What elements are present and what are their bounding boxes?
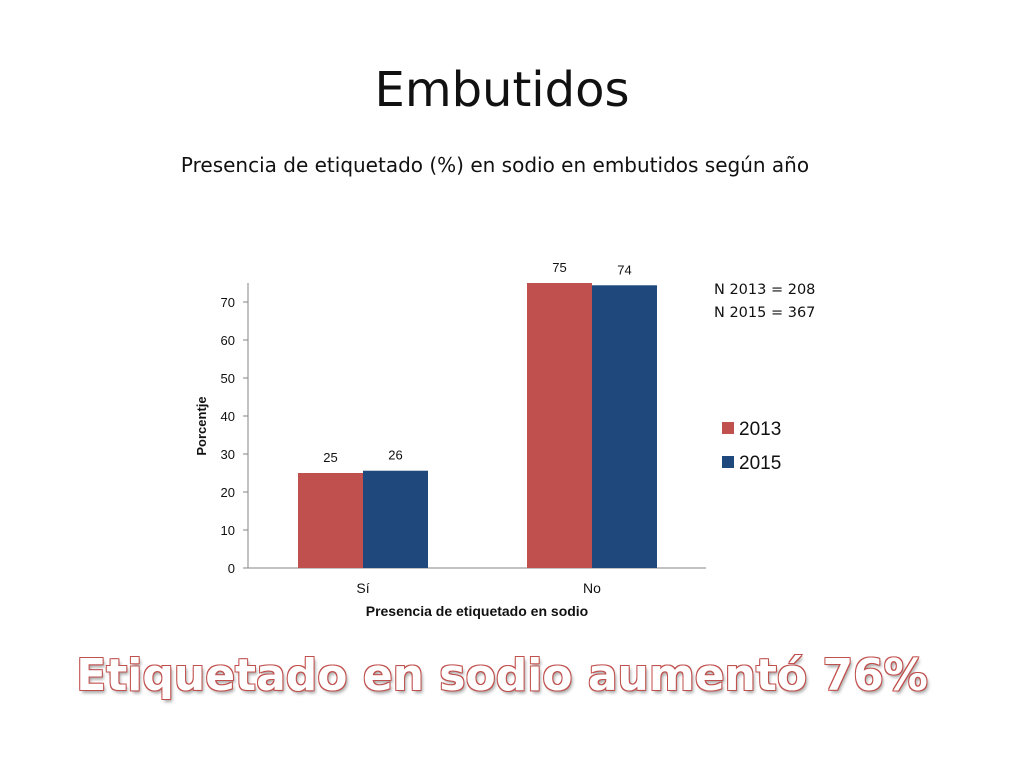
bar-2015-si <box>363 470 428 568</box>
data-label: 26 <box>388 448 402 463</box>
legend-label: 2015 <box>739 453 781 474</box>
sample-size-2013: N 2013 = 208 <box>714 282 816 298</box>
y-tick-label: 50 <box>221 371 235 386</box>
y-tick-label: 30 <box>221 447 235 462</box>
x-tick-label: Sí <box>356 580 369 596</box>
y-tick-label: 20 <box>221 485 235 500</box>
legend-label: 2013 <box>739 419 781 440</box>
sample-size-2015: N 2015 = 367 <box>714 305 816 321</box>
y-tick-label: 0 <box>228 561 235 576</box>
bar-2013-si <box>298 473 363 568</box>
bar-2015-no <box>592 285 657 568</box>
chart-subtitle: Presencia de etiquetado (%) en sodio en … <box>180 153 810 177</box>
data-label: 25 <box>323 450 337 465</box>
legend-swatch-2015 <box>722 456 734 468</box>
y-tick-label: 60 <box>221 333 235 348</box>
bar-2013-no <box>527 283 592 568</box>
y-tick-label: 10 <box>221 523 235 538</box>
y-tick-label: 70 <box>221 295 235 310</box>
legend-swatch-2013 <box>722 422 734 434</box>
y-tick-label: 40 <box>221 409 235 424</box>
conclusion-headline: Etiquetado en sodio aumentó 76% <box>75 649 928 702</box>
x-axis-title: Presencia de etiquetado en sodio <box>366 603 589 619</box>
slide-title: Embutidos <box>374 62 630 118</box>
data-label: 75 <box>552 260 566 275</box>
y-axis-title: Porcentje <box>194 396 209 455</box>
x-tick-label: No <box>583 580 601 596</box>
data-label: 74 <box>617 262 631 277</box>
sample-size-notes: N 2013 = 208 N 2015 = 367 <box>714 279 815 325</box>
